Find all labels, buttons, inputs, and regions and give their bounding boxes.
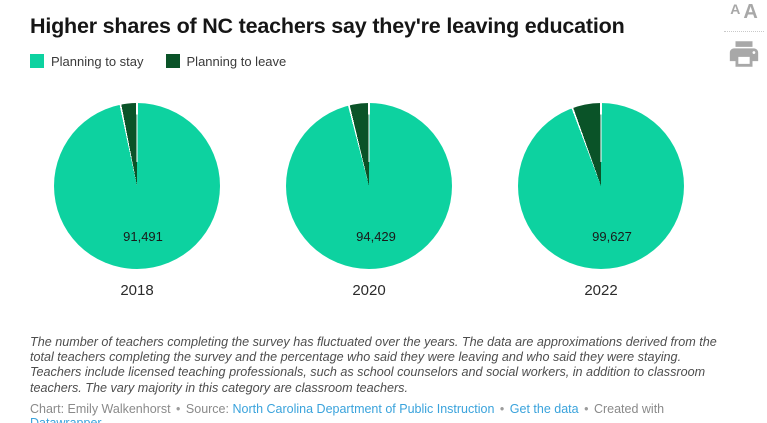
source-link[interactable]: North Carolina Department of Public Inst… bbox=[232, 402, 495, 417]
pie-group-2022: 99,627 2022 bbox=[518, 102, 684, 299]
legend-item-stay: Planning to stay bbox=[30, 54, 144, 69]
chart-title: Higher shares of NC teachers say they're… bbox=[30, 14, 625, 38]
pie-group-2018: 91,491 2018 bbox=[54, 102, 220, 299]
separator-dot: • bbox=[176, 402, 181, 417]
font-size-large-label: A bbox=[743, 1, 758, 23]
pie-chart-2020[interactable]: 94,429 bbox=[286, 102, 452, 269]
legend-label-leave: Planning to leave bbox=[186, 53, 287, 69]
pie-chart-2022[interactable]: 99,627 bbox=[518, 102, 684, 269]
legend: Planning to stay Planning to leave bbox=[30, 54, 737, 69]
chart-credit: Chart: Emily Walkenhorst bbox=[30, 402, 171, 417]
stay-value-label: 99,627 bbox=[592, 228, 632, 244]
created-with-label: Created with bbox=[593, 402, 665, 417]
datawrapper-link[interactable]: Datawrapper bbox=[30, 416, 102, 423]
pie-chart-2018[interactable]: 91,491 bbox=[54, 102, 220, 269]
year-label-2022: 2022 bbox=[584, 281, 618, 299]
legend-label-stay: Planning to stay bbox=[51, 53, 144, 69]
separator-dot: • bbox=[499, 402, 505, 417]
byline: Chart: Emily Walkenhorst • Source: North… bbox=[30, 402, 737, 423]
printer-icon bbox=[729, 41, 759, 67]
year-label-2020: 2020 bbox=[352, 281, 386, 299]
get-data-link[interactable]: Get the data bbox=[509, 402, 579, 417]
separator-dot: • bbox=[584, 402, 589, 417]
stay-value-label: 94,429 bbox=[356, 228, 396, 244]
toolbar-divider bbox=[724, 31, 764, 32]
stay-value-label: 91,491 bbox=[123, 228, 163, 244]
pie-group-2020: 94,429 2020 bbox=[286, 102, 452, 299]
legend-item-leave: Planning to leave bbox=[165, 53, 287, 69]
stay-swatch bbox=[30, 54, 44, 69]
font-size-button[interactable]: A A bbox=[730, 2, 758, 22]
source-label: Source: bbox=[185, 402, 229, 417]
chart-notes: The number of teachers completing the su… bbox=[30, 334, 717, 395]
pie-charts-row: 91,491 2018 94,429 2020 99,627 2022 bbox=[30, 102, 737, 299]
leave-swatch bbox=[165, 54, 180, 69]
chart-toolbar: A A bbox=[722, 2, 766, 71]
year-label-2018: 2018 bbox=[120, 281, 154, 299]
font-size-small-label: A bbox=[730, 1, 741, 17]
print-button[interactable] bbox=[727, 37, 761, 71]
